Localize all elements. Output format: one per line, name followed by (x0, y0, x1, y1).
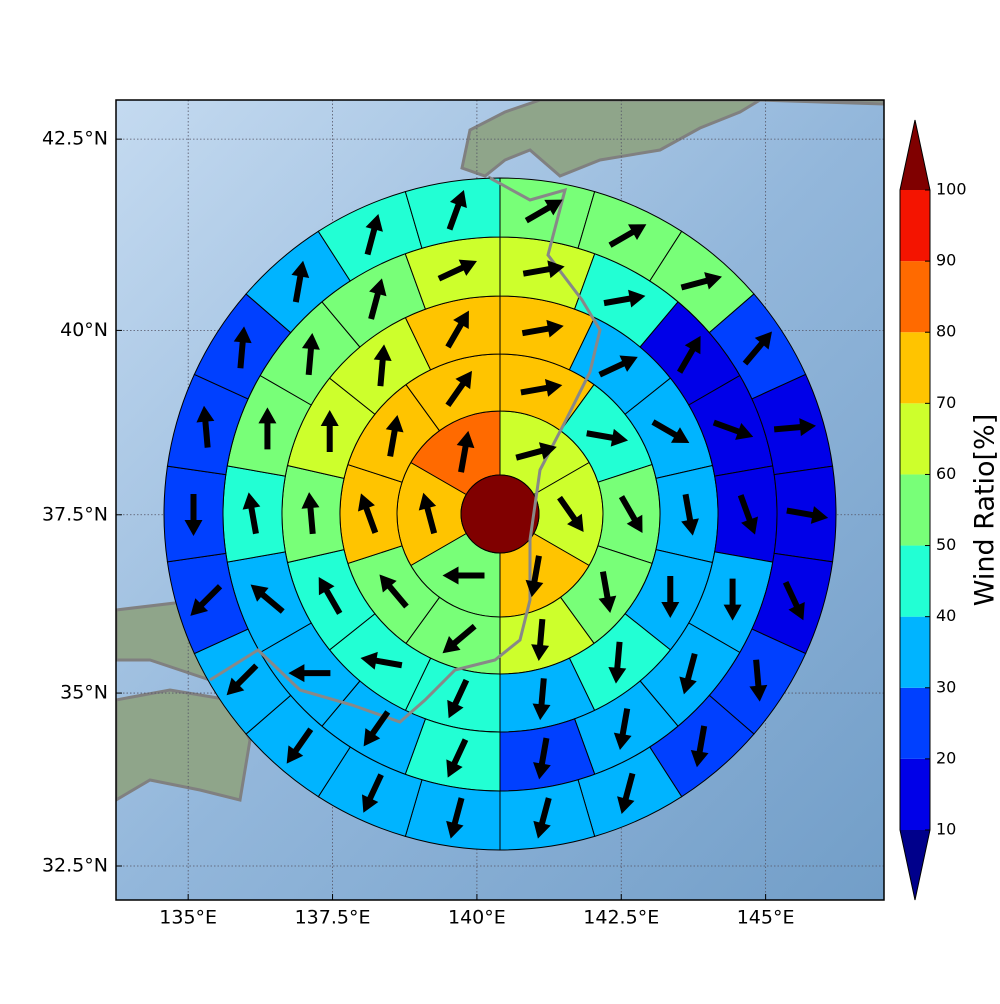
colorbar-tick-label: 20 (936, 748, 956, 767)
colorbar-tick-label: 80 (936, 322, 956, 341)
colorbar-label: Wind Ratio[%] (970, 414, 1000, 606)
x-tick-label: 142.5°E (583, 907, 659, 929)
colorbar-bin (900, 403, 930, 474)
y-tick-label: 35°N (60, 682, 108, 704)
colorbar-bin (900, 617, 930, 688)
colorbar-bin (900, 261, 930, 332)
colorbar-bin (900, 190, 930, 261)
y-tick-label: 37.5°N (42, 503, 108, 525)
colorbar-over (900, 120, 930, 190)
y-tick-label: 32.5°N (42, 855, 108, 877)
colorbar-tick-label: 40 (936, 606, 956, 625)
center-disk (461, 475, 539, 553)
y-tick-label: 40°N (60, 319, 108, 341)
colorbar-tick-label: 100 (936, 180, 967, 199)
x-tick-label: 135°E (159, 907, 217, 929)
map-area (116, 100, 884, 900)
colorbar: 10 20 30 40 50 60 70 80 90 100 (900, 120, 967, 900)
wind-rose (164, 178, 836, 850)
sector (500, 178, 595, 248)
colorbar-tick-label: 60 (936, 464, 956, 483)
x-tick-label: 140°E (448, 907, 506, 929)
colorbar-under (900, 830, 930, 900)
colorbar-tick-label: 30 (936, 677, 956, 696)
y-tick-label: 42.5°N (42, 128, 108, 150)
colorbar-tick-label: 50 (936, 535, 956, 554)
x-tick-label: 145°E (737, 907, 795, 929)
colorbar-bin (900, 332, 930, 403)
sector (405, 780, 500, 850)
colorbar-bin (900, 688, 930, 759)
colorbar-bin (900, 759, 930, 830)
colorbar-tick-label: 90 (936, 251, 956, 270)
colorbar-tick-label: 10 (936, 820, 956, 839)
colorbar-bin (900, 546, 930, 617)
colorbar-tick-label: 70 (936, 393, 956, 412)
colorbar-bin (900, 474, 930, 545)
x-tick-label: 137.5°E (295, 907, 371, 929)
